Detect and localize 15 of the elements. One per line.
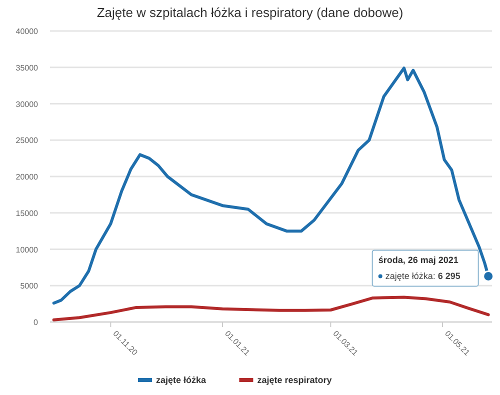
y-tick-label: 40000 xyxy=(16,27,39,36)
annotation: środa, 26 maj 2021 xyxy=(378,255,458,266)
y-tick-label: 5000 xyxy=(20,282,39,291)
y-tick-label: 20000 xyxy=(16,172,39,182)
y-tick-label: 30000 xyxy=(16,100,39,109)
legend-label: zajęte łóżka xyxy=(156,375,208,385)
y-tick-label: 0 xyxy=(34,318,39,327)
y-tick-label: 15000 xyxy=(16,208,39,218)
y-tick-label: 35000 xyxy=(16,63,39,72)
chart-title: Zajęte w szpitalach łóżka i respiratory (dane dobowe) xyxy=(96,5,404,20)
legend-label: zajęte respiratory xyxy=(257,375,332,385)
y-tick-label: 10000 xyxy=(16,245,39,254)
annotation: zajęte łóżka: 6 295 xyxy=(385,271,460,282)
y-tick-label: 25000 xyxy=(16,136,39,146)
line-series xyxy=(52,296,490,322)
